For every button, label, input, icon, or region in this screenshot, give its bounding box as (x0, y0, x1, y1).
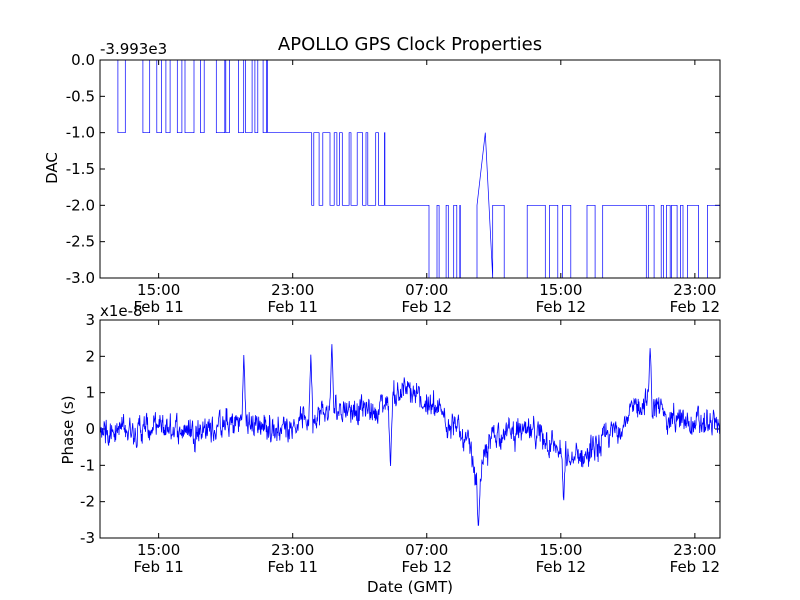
phase-y-tick-label: -2 (80, 493, 95, 511)
dac-y-tick-label: -2.0 (66, 196, 95, 214)
dac-y-tick-label: -0.5 (66, 87, 95, 105)
dac-x-tick-label-time: 23:00 (271, 281, 314, 299)
phase-x-tick-label-date: Feb 12 (670, 558, 720, 576)
phase-x-tick-label-date: Feb 11 (133, 558, 183, 576)
phase-x-tick-label-time: 23:00 (271, 541, 314, 559)
phase-y-axis-label: Phase (s) (59, 395, 77, 464)
dac-x-tick-label-time: 07:00 (405, 281, 448, 299)
phase-y-tick-label: 0 (85, 420, 95, 438)
phase-panel: x1e-8 Phase (s) Date (GMT) 3 2 1 0 -1 -2 -3 15:… (59, 302, 721, 596)
phase-series-line (99, 344, 721, 526)
dac-y-tick-label: -1.0 (66, 124, 95, 142)
dac-y-tick-label: -2.5 (66, 233, 95, 251)
dac-x-tick-label-date: Feb 12 (670, 298, 720, 316)
phase-y-tick-label: 1 (85, 384, 95, 402)
dac-series-line (100, 59, 720, 279)
phase-y-tick-label: -1 (80, 456, 95, 474)
phase-x-tick-label-date: Feb 11 (267, 558, 317, 576)
dac-y-tick-label: 0.0 (71, 51, 95, 69)
dac-panel: APOLLO GPS Clock Properties -3.993e3 DAC… (43, 34, 721, 316)
phase-offset-text: x1e-8 (100, 302, 143, 320)
dac-y-axis-label: DAC (43, 152, 61, 184)
phase-x-axis-label: Date (GMT) (367, 578, 453, 596)
dac-offset-text: -3.993e3 (100, 40, 167, 58)
dac-y-tick-label: -1.5 (66, 160, 95, 178)
dac-x-tick-label-time: 23:00 (673, 281, 716, 299)
dac-x-tick-label-date: Feb 11 (133, 298, 183, 316)
dac-x-tick-label-date: Feb 11 (267, 298, 317, 316)
phase-x-tick-label-date: Feb 12 (402, 558, 452, 576)
dac-plot-frame (99, 59, 721, 279)
phase-x-tick-label-date: Feb 12 (536, 558, 586, 576)
dac-y-tick-label: -3.0 (66, 269, 95, 287)
phase-x-tick-label-time: 15:00 (137, 541, 180, 559)
dac-x-tick-label-date: Feb 12 (402, 298, 452, 316)
phase-plot-frame (99, 319, 721, 539)
phase-x-tick-label-time: 15:00 (539, 541, 582, 559)
dac-x-tick-label-date: Feb 12 (536, 298, 586, 316)
phase-x-tick-label-time: 07:00 (405, 541, 448, 559)
phase-y-tick-label: 3 (85, 311, 95, 329)
dac-x-tick-label-time: 15:00 (539, 281, 582, 299)
chart-title: APOLLO GPS Clock Properties (278, 34, 542, 55)
phase-y-tick-label: 2 (85, 347, 95, 365)
phase-y-tick-label: -3 (80, 529, 95, 547)
phase-x-tick-label-time: 23:00 (673, 541, 716, 559)
dac-x-tick-label-time: 15:00 (137, 281, 180, 299)
